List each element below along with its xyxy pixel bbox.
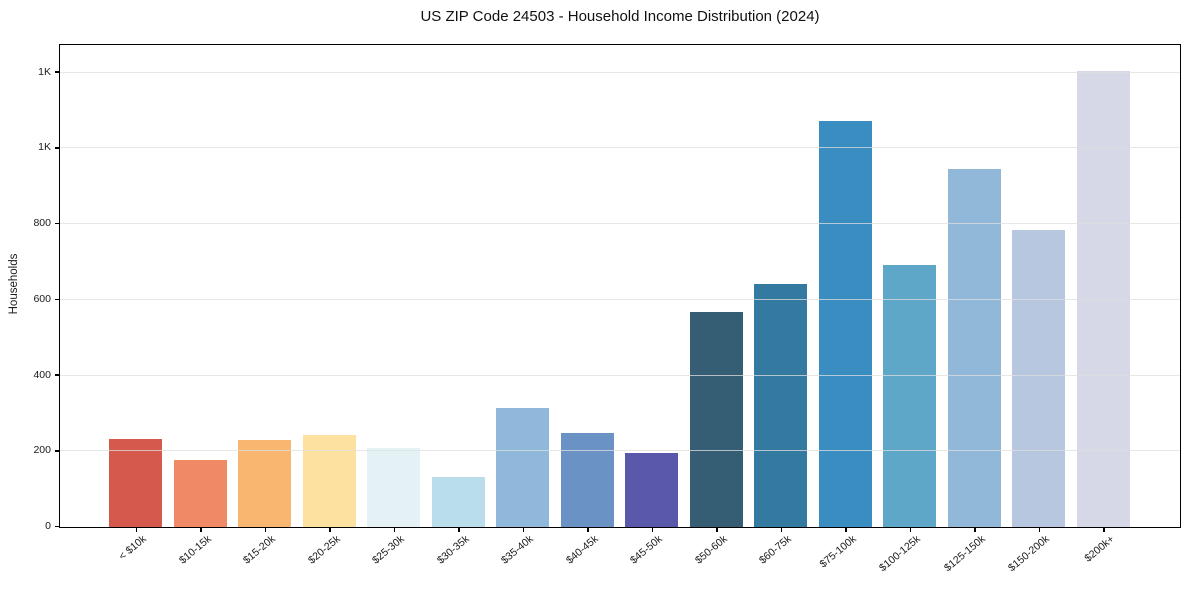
y-tick-mark <box>55 298 59 300</box>
x-tick-mark <box>1103 527 1105 532</box>
x-tick-mark <box>329 527 331 532</box>
x-tick-mark <box>393 527 395 532</box>
x-tick-mark <box>716 527 718 532</box>
x-tick-mark <box>135 527 137 532</box>
x-tick-mark <box>264 527 266 532</box>
y-tick-label: 1K <box>38 65 51 78</box>
x-tick-mark <box>974 527 976 532</box>
plot-area <box>59 44 1181 528</box>
gridline <box>60 298 1180 300</box>
y-tick-label: 1K <box>38 141 51 154</box>
y-tick-label: 400 <box>33 368 51 381</box>
bar <box>754 283 808 527</box>
bar <box>947 168 1001 527</box>
y-tick-mark <box>55 71 59 73</box>
y-tick-mark <box>55 147 59 149</box>
bar <box>238 439 292 527</box>
y-tick-label: 200 <box>33 444 51 457</box>
bar <box>560 433 614 527</box>
gridline <box>60 374 1180 376</box>
x-tick-mark <box>909 527 911 532</box>
gridline <box>60 147 1180 149</box>
chart-title: US ZIP Code 24503 - Household Income Dis… <box>420 8 820 25</box>
bar <box>173 459 227 527</box>
bar <box>1012 230 1066 527</box>
bar <box>818 121 872 527</box>
x-tick-mark <box>780 527 782 532</box>
y-tick-mark <box>55 525 59 528</box>
x-tick-mark <box>200 527 202 532</box>
gridline <box>60 71 1180 73</box>
bar <box>496 407 550 527</box>
y-tick-mark <box>55 374 59 376</box>
y-tick-label: 600 <box>33 292 51 305</box>
y-tick-label: 0 <box>45 520 51 532</box>
x-tick-mark <box>651 527 653 532</box>
y-tick-label: 800 <box>33 217 51 229</box>
bar <box>625 452 679 527</box>
x-tick-mark <box>522 527 524 532</box>
y-axis-label: Households <box>8 253 20 315</box>
bar <box>367 448 421 527</box>
bar <box>883 265 937 527</box>
x-tick-mark <box>1038 527 1040 532</box>
gridline <box>60 450 1180 452</box>
x-tick-mark <box>458 527 460 532</box>
bar <box>431 476 485 527</box>
y-tick-mark <box>55 450 59 452</box>
x-tick-mark <box>587 527 589 532</box>
x-tick-label: < $10k <box>116 533 149 563</box>
bar <box>109 439 163 527</box>
y-tick-mark <box>55 222 59 225</box>
x-tick-mark <box>845 527 847 532</box>
bar <box>302 434 356 527</box>
bar <box>689 311 743 527</box>
gridline <box>60 223 1180 224</box>
